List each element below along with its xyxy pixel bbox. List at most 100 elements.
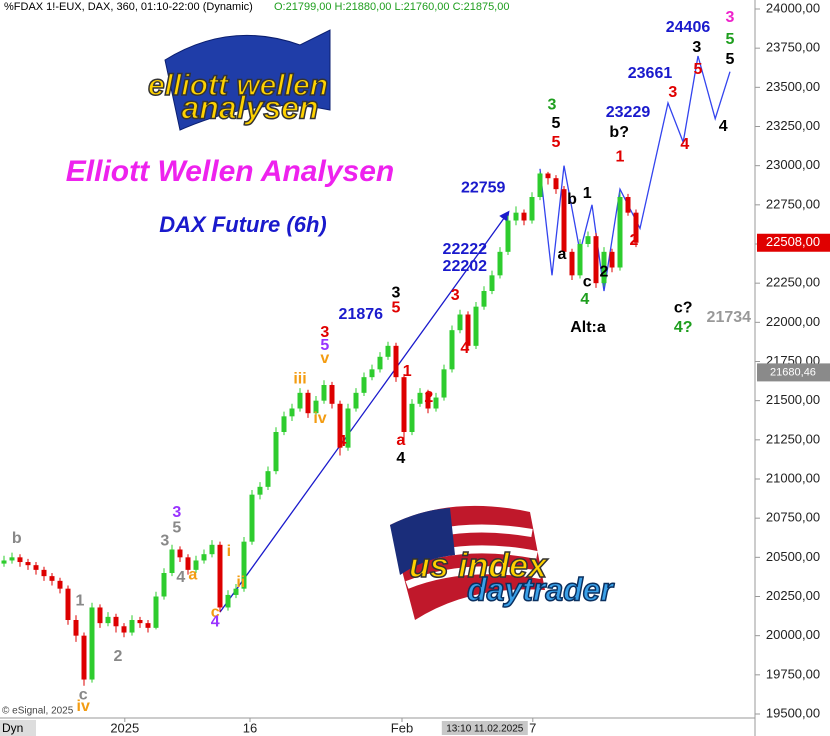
candle-body (361, 377, 367, 393)
wave-label: 2 (630, 232, 639, 249)
candle-body (161, 573, 167, 597)
candle-body (57, 580, 63, 589)
candle-body (257, 486, 263, 495)
candle-body (137, 620, 143, 624)
wave-label: 3 (726, 9, 735, 26)
logo-text: analysen (182, 89, 319, 125)
candle-body (49, 576, 55, 581)
wave-label: 1 (403, 363, 412, 380)
logo-text: us index (409, 547, 549, 585)
wave-line (219, 210, 510, 613)
wave-label: c (583, 273, 592, 290)
candle-body (241, 541, 247, 589)
wave-label: 3 (451, 287, 460, 304)
wave-label: 5 (552, 115, 561, 132)
candle-body (625, 197, 631, 213)
candle-body (425, 392, 431, 409)
wave-label: 24406 (666, 19, 711, 36)
candle-body (497, 251, 503, 276)
y-tick-label: 20500,00 (766, 549, 820, 564)
wave-label: b (567, 191, 577, 208)
y-tick-label: 23000,00 (766, 157, 820, 172)
candle-body (553, 178, 559, 190)
candle-body (569, 251, 575, 276)
wave-label: 4? (674, 319, 693, 336)
wave-label: 3 (172, 504, 181, 521)
y-tick-label: 23750,00 (766, 40, 820, 55)
y-tick-label: 21250,00 (766, 431, 820, 446)
y-tick-label: 22750,00 (766, 196, 820, 211)
wave-label: 22202 (443, 258, 488, 275)
source: © eSignal, 2025 (2, 706, 74, 717)
price-box (757, 363, 830, 382)
candle-body (169, 549, 175, 573)
wave-label: 21734 (707, 309, 752, 326)
candle-body (185, 557, 191, 570)
wave-label: 2 (114, 648, 123, 665)
candle-body (305, 392, 311, 414)
wave-label: 2 (424, 389, 433, 406)
candle-body (81, 635, 87, 680)
candle-body (9, 557, 15, 561)
candle-body (545, 173, 551, 179)
candle-body (385, 345, 391, 357)
y-tick-label: 23250,00 (766, 118, 820, 133)
wave-label: 23661 (628, 65, 673, 82)
candle-body (473, 306, 479, 346)
candle-body (513, 212, 519, 221)
wave-label: b (12, 530, 22, 547)
wave-label: 23229 (606, 104, 651, 121)
candle-body (233, 588, 239, 595)
candle-body (409, 403, 415, 432)
candle-body (297, 392, 303, 409)
wave-label: 3 (692, 39, 701, 56)
y-tick-label: 21000,00 (766, 470, 820, 485)
wave-label: 4 (176, 569, 185, 586)
wave-label: 4 (338, 433, 347, 450)
candle-body (321, 385, 327, 401)
candle-body (401, 377, 407, 432)
wave-label: 4 (396, 450, 405, 467)
candle-body (633, 212, 639, 243)
x-tick-label: 2025 (110, 720, 139, 735)
candle-body (457, 314, 463, 331)
range-box (0, 720, 36, 736)
wave-label: 5 (172, 519, 181, 536)
wave-label: 3 (320, 324, 329, 341)
y-tick-label: 23500,00 (766, 79, 820, 94)
y-tick-label: 21500,00 (766, 392, 820, 407)
wave-label: c (211, 604, 220, 621)
candle-body (89, 607, 95, 680)
cursor-box (441, 721, 528, 735)
wave-label: 1 (76, 592, 85, 609)
wave-label: ii (236, 574, 245, 591)
wave-label: 4 (211, 613, 220, 630)
wave-label: 5 (392, 299, 401, 316)
candle-body (353, 392, 359, 409)
candle-body (505, 220, 511, 252)
candle-body (585, 236, 591, 244)
candle-body (25, 562, 31, 566)
logo-text: daytrader (467, 571, 614, 607)
candle-body (481, 291, 487, 307)
candle-body (97, 607, 103, 624)
candle-body (33, 565, 39, 570)
candle-body (73, 620, 79, 636)
candle-body (617, 197, 623, 268)
candle-body (433, 397, 439, 409)
y-tick-label: 20750,00 (766, 510, 820, 525)
candle-body (129, 620, 135, 633)
wave-label: 4 (460, 340, 469, 357)
wave-label: 2 (600, 263, 609, 280)
ohlc-readout: O:21799,00 H:21880,00 L:21760,00 C:21875… (274, 1, 509, 13)
wave-label: iii (293, 370, 306, 387)
wave-label: 5 (726, 51, 735, 68)
wave-label: iv (313, 410, 326, 427)
wave-label: 4 (580, 291, 589, 308)
cursor-label: 13:10 11.02.2025 (446, 724, 524, 735)
candle-body (177, 549, 183, 558)
wave-label: 4 (719, 118, 728, 135)
candle-body (201, 554, 207, 561)
wave-label: 1 (583, 185, 592, 202)
